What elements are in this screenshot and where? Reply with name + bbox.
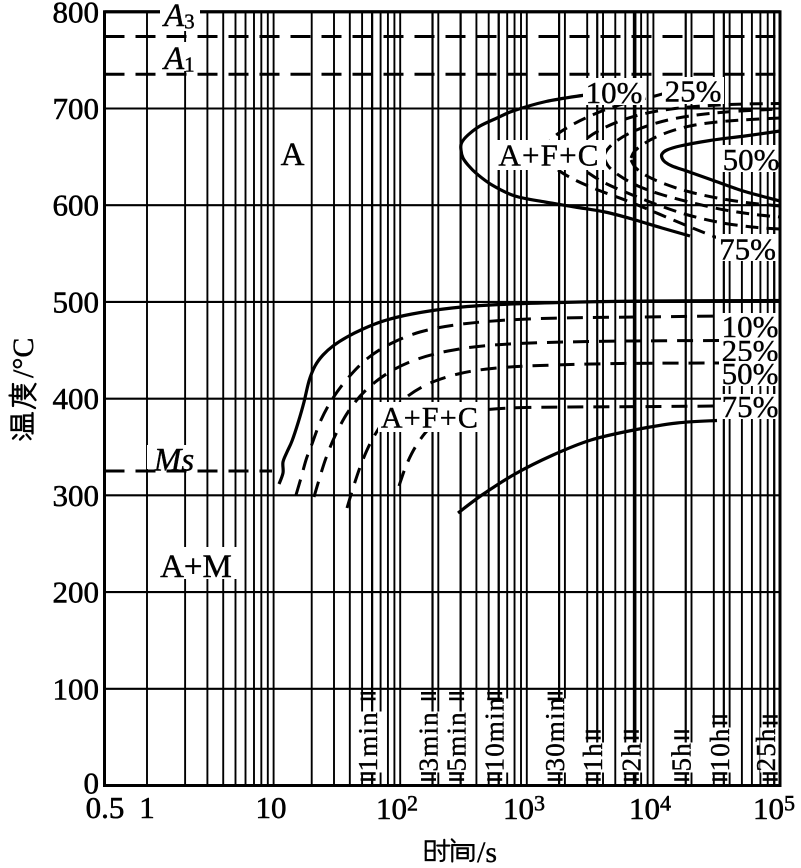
svg-text:50%: 50% bbox=[722, 356, 779, 391]
svg-text:/°C: /°C bbox=[7, 338, 40, 378]
svg-text:A: A bbox=[281, 137, 305, 173]
svg-text:0: 0 bbox=[84, 766, 100, 801]
svg-text:1: 1 bbox=[139, 790, 155, 825]
svg-text:75%: 75% bbox=[719, 232, 776, 267]
svg-text:1min: 1min bbox=[353, 711, 383, 771]
svg-text:1h: 1h bbox=[578, 742, 608, 771]
svg-text:3min: 3min bbox=[414, 711, 444, 771]
svg-text:2h: 2h bbox=[616, 742, 646, 771]
svg-text:800: 800 bbox=[53, 0, 100, 29]
svg-text:400: 400 bbox=[53, 381, 100, 416]
svg-text:25h: 25h bbox=[751, 727, 781, 771]
svg-text:A+F+C: A+F+C bbox=[381, 402, 479, 435]
svg-text:50%: 50% bbox=[723, 142, 780, 177]
svg-text:10: 10 bbox=[256, 790, 287, 825]
svg-text:/s: /s bbox=[477, 836, 497, 868]
svg-text:25%: 25% bbox=[665, 74, 722, 109]
svg-text:A+F+C: A+F+C bbox=[498, 138, 599, 173]
svg-text:10h: 10h bbox=[705, 727, 735, 771]
svg-text:Ms: Ms bbox=[153, 443, 194, 479]
svg-text:104: 104 bbox=[629, 791, 671, 827]
svg-text:A3: A3 bbox=[162, 0, 195, 34]
svg-text:30min: 30min bbox=[540, 696, 570, 771]
svg-text:A+M: A+M bbox=[160, 549, 232, 585]
svg-text:500: 500 bbox=[53, 284, 100, 319]
svg-text:5h: 5h bbox=[667, 742, 697, 771]
svg-text:300: 300 bbox=[53, 478, 100, 513]
svg-text:10%: 10% bbox=[586, 75, 643, 110]
svg-text:600: 600 bbox=[53, 188, 100, 223]
svg-text:100: 100 bbox=[53, 671, 100, 706]
svg-text:75%: 75% bbox=[722, 389, 779, 424]
svg-text:5min: 5min bbox=[442, 711, 472, 771]
svg-text:200: 200 bbox=[53, 575, 100, 610]
svg-text:10min: 10min bbox=[480, 696, 510, 771]
svg-text:0.5: 0.5 bbox=[86, 790, 125, 825]
svg-text:700: 700 bbox=[53, 91, 100, 126]
svg-text:A1: A1 bbox=[162, 41, 195, 77]
